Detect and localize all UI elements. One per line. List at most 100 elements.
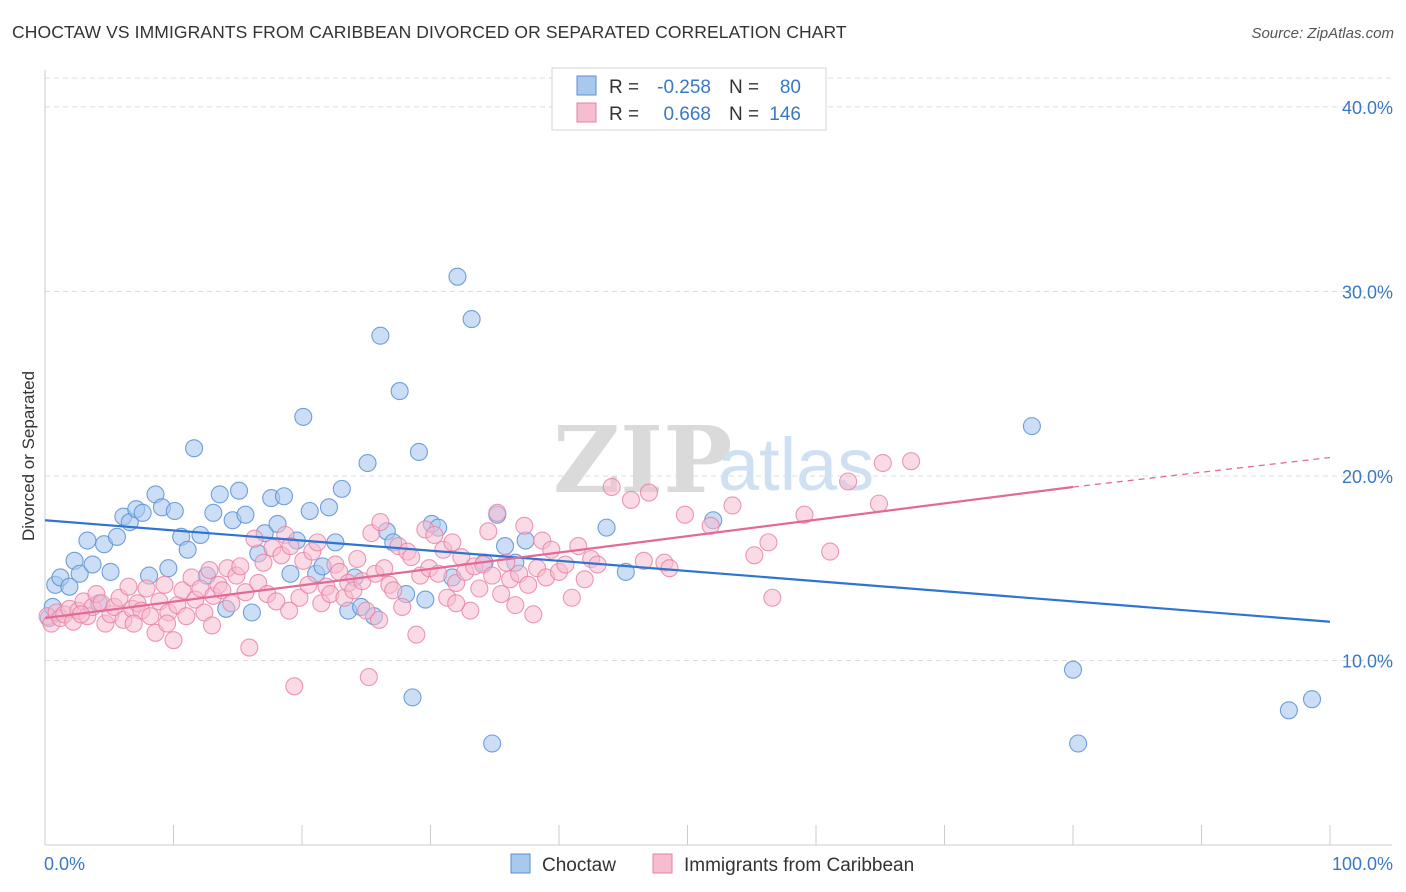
legend-r-label-1: R =	[609, 77, 639, 98]
data-point-caribbean	[821, 542, 840, 561]
data-point-choctaw	[107, 527, 127, 546]
data-point-choctaw	[281, 564, 300, 583]
chart-title: CHOCTAW VS IMMIGRANTS FROM CARIBBEAN DIV…	[12, 22, 847, 42]
data-point-choctaw	[495, 537, 515, 556]
data-point-choctaw	[294, 407, 313, 426]
correlation-legend: R = -0.258 N = 80 R = 0.668 N = 146	[551, 67, 827, 131]
data-point-caribbean	[479, 522, 498, 541]
data-point-caribbean	[443, 533, 462, 552]
y-tick-label: 20.0%	[1342, 467, 1393, 487]
y-axis-label: Divorced or Separated	[19, 371, 38, 541]
data-point-caribbean	[795, 505, 814, 524]
data-point-caribbean	[425, 525, 444, 545]
data-point-caribbean	[447, 594, 466, 613]
data-point-caribbean	[902, 452, 921, 471]
data-point-caribbean	[763, 588, 782, 607]
data-point-caribbean	[290, 588, 309, 607]
x-tick-label-min: 0.0%	[44, 854, 85, 874]
data-point-caribbean	[869, 494, 889, 513]
trend-line-caribbean-extension	[1072, 456, 1331, 488]
data-point-choctaw	[390, 382, 409, 401]
legend-n-value-2: 146	[769, 104, 801, 125]
data-point-choctaw	[409, 442, 428, 462]
data-point-caribbean	[285, 677, 304, 696]
data-point-caribbean	[839, 472, 858, 491]
data-point-caribbean	[141, 607, 160, 626]
data-point-caribbean	[506, 596, 525, 615]
data-point-caribbean	[621, 490, 641, 509]
bottom-legend-choctaw: Choctaw	[542, 855, 616, 876]
data-point-caribbean	[254, 553, 273, 572]
bottom-legend-swatch-caribbean	[652, 853, 673, 874]
data-point-caribbean	[231, 557, 250, 576]
data-point-caribbean	[556, 555, 575, 574]
data-point-caribbean	[873, 453, 892, 473]
data-point-caribbean	[639, 483, 659, 502]
data-point-caribbean	[602, 477, 621, 497]
data-point-choctaw	[191, 525, 210, 545]
data-point-choctaw	[332, 479, 351, 498]
data-point-choctaw	[319, 498, 339, 517]
data-point-choctaw	[204, 503, 223, 522]
data-point-choctaw	[462, 310, 481, 329]
data-point-caribbean	[745, 546, 764, 565]
y-tick-label: 10.0%	[1342, 651, 1393, 671]
data-point-choctaw	[60, 577, 79, 596]
data-point-caribbean	[492, 584, 511, 604]
data-point-choctaw	[597, 518, 616, 537]
legend-n-value-1: 80	[780, 77, 801, 98]
source-credit: Source: ZipAtlas.com	[1251, 25, 1394, 42]
series-legend: Choctaw Immigrants from Caribbean	[510, 853, 914, 876]
data-point-caribbean	[124, 614, 143, 633]
data-point-caribbean	[483, 566, 502, 585]
data-point-caribbean	[470, 579, 489, 598]
data-point-caribbean	[461, 601, 480, 620]
trend-line-choctaw	[44, 519, 1331, 623]
data-point-choctaw	[159, 559, 178, 578]
y-tick-label: 40.0%	[1342, 98, 1393, 118]
legend-swatch-choctaw	[576, 75, 597, 96]
data-point-caribbean	[200, 561, 219, 580]
data-point-choctaw	[210, 485, 229, 504]
data-point-caribbean	[245, 529, 264, 548]
y-tick-labels: 10.0% 20.0% 30.0% 40.0%	[1342, 98, 1393, 672]
data-point-caribbean	[634, 551, 653, 570]
data-point-choctaw	[448, 267, 467, 286]
data-point-caribbean	[524, 605, 543, 624]
data-point-choctaw	[1063, 660, 1083, 679]
data-point-choctaw	[178, 540, 197, 559]
data-point-caribbean	[375, 559, 394, 578]
legend-r-value-2: 0.668	[663, 104, 711, 125]
trend-line-caribbean	[44, 485, 1074, 620]
data-point-choctaw	[236, 505, 255, 524]
data-point-caribbean	[222, 594, 241, 613]
x-tick-labels: 0.0% 100.0%	[44, 854, 1393, 874]
data-point-caribbean	[515, 516, 534, 535]
data-point-caribbean	[562, 588, 581, 607]
trend-lines	[44, 456, 1331, 623]
data-point-caribbean	[488, 503, 507, 522]
data-point-caribbean	[542, 540, 561, 559]
data-point-choctaw	[165, 501, 184, 521]
data-point-caribbean	[370, 610, 389, 629]
data-point-choctaw	[1022, 417, 1041, 436]
series-caribbean-points	[38, 452, 921, 696]
data-point-choctaw	[70, 564, 89, 583]
data-point-choctaw	[300, 501, 319, 521]
data-point-choctaw	[371, 326, 390, 345]
data-point-caribbean	[402, 548, 421, 567]
legend-r-label-2: R =	[609, 104, 639, 125]
data-point-caribbean	[348, 549, 367, 569]
legend-swatch-caribbean	[576, 102, 597, 123]
data-point-caribbean	[203, 616, 222, 635]
data-point-choctaw	[185, 439, 204, 458]
data-point-caribbean	[240, 638, 259, 657]
watermark: ZIP atlas	[553, 406, 874, 514]
watermark-atlas: atlas	[718, 423, 874, 506]
data-point-caribbean	[280, 601, 299, 620]
data-point-caribbean	[281, 537, 300, 556]
bottom-legend-swatch-choctaw	[510, 853, 531, 874]
data-point-caribbean	[267, 592, 286, 611]
data-point-choctaw	[101, 562, 120, 581]
